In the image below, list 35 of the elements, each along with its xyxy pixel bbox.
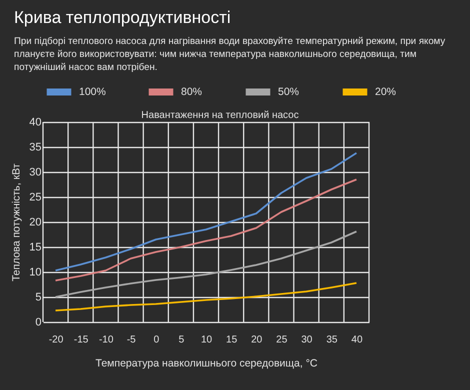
line-series <box>54 152 358 272</box>
y-tick-label: 35 <box>29 142 42 154</box>
legend-label: 100% <box>79 86 106 98</box>
chart-title: Крива теплопродуктивності <box>13 7 232 28</box>
y-tick-label: 40 <box>29 116 42 128</box>
x-axis-title: Температура навколишнього середовища, °C <box>96 358 318 370</box>
y-tick-label: 0 <box>35 316 42 328</box>
chart-subtitle: При підборі теплового насоса для нагрівання води враховуйте температурний режим, при якому плануєте його використовувати: чим нижча температура навколишнього середовища, тим потужніший насос вам потрібен. <box>13 35 446 74</box>
x-tick-label: -15 <box>74 334 89 346</box>
x-tick-label: 25 <box>276 334 288 346</box>
x-tick-label: -20 <box>48 334 64 346</box>
x-tick-label: -10 <box>98 334 114 346</box>
x-tick-label: 30 <box>301 334 313 346</box>
y-tick-label: 25 <box>29 192 42 204</box>
y-tick-label: 20 <box>29 216 42 228</box>
x-tick-label: 15 <box>226 334 238 346</box>
legend-label: 80% <box>181 86 202 98</box>
x-tick-label: 20 <box>251 334 263 346</box>
legend-title: Навантаження на тепловий насос <box>141 110 299 121</box>
x-tick-label: -5 <box>126 334 136 346</box>
y-tick-label: 30 <box>29 166 42 178</box>
x-tick-label: 10 <box>200 334 212 346</box>
y-tick-label: 5 <box>35 292 42 304</box>
y-tick-label: 15 <box>29 242 42 254</box>
legend-label: 20% <box>375 86 396 98</box>
x-tick-label: 35 <box>326 334 338 346</box>
line-series <box>54 178 358 282</box>
x-tick-label: 5 <box>178 334 185 346</box>
y-axis-title: Теплова потужність, кВт <box>10 163 22 282</box>
y-tick-label: 10 <box>29 266 42 278</box>
legend-label: 50% <box>278 86 300 98</box>
x-tick-label: 0 <box>154 334 160 346</box>
x-tick-label: 40 <box>351 334 363 346</box>
line-series <box>54 282 358 312</box>
line-series <box>54 230 358 298</box>
